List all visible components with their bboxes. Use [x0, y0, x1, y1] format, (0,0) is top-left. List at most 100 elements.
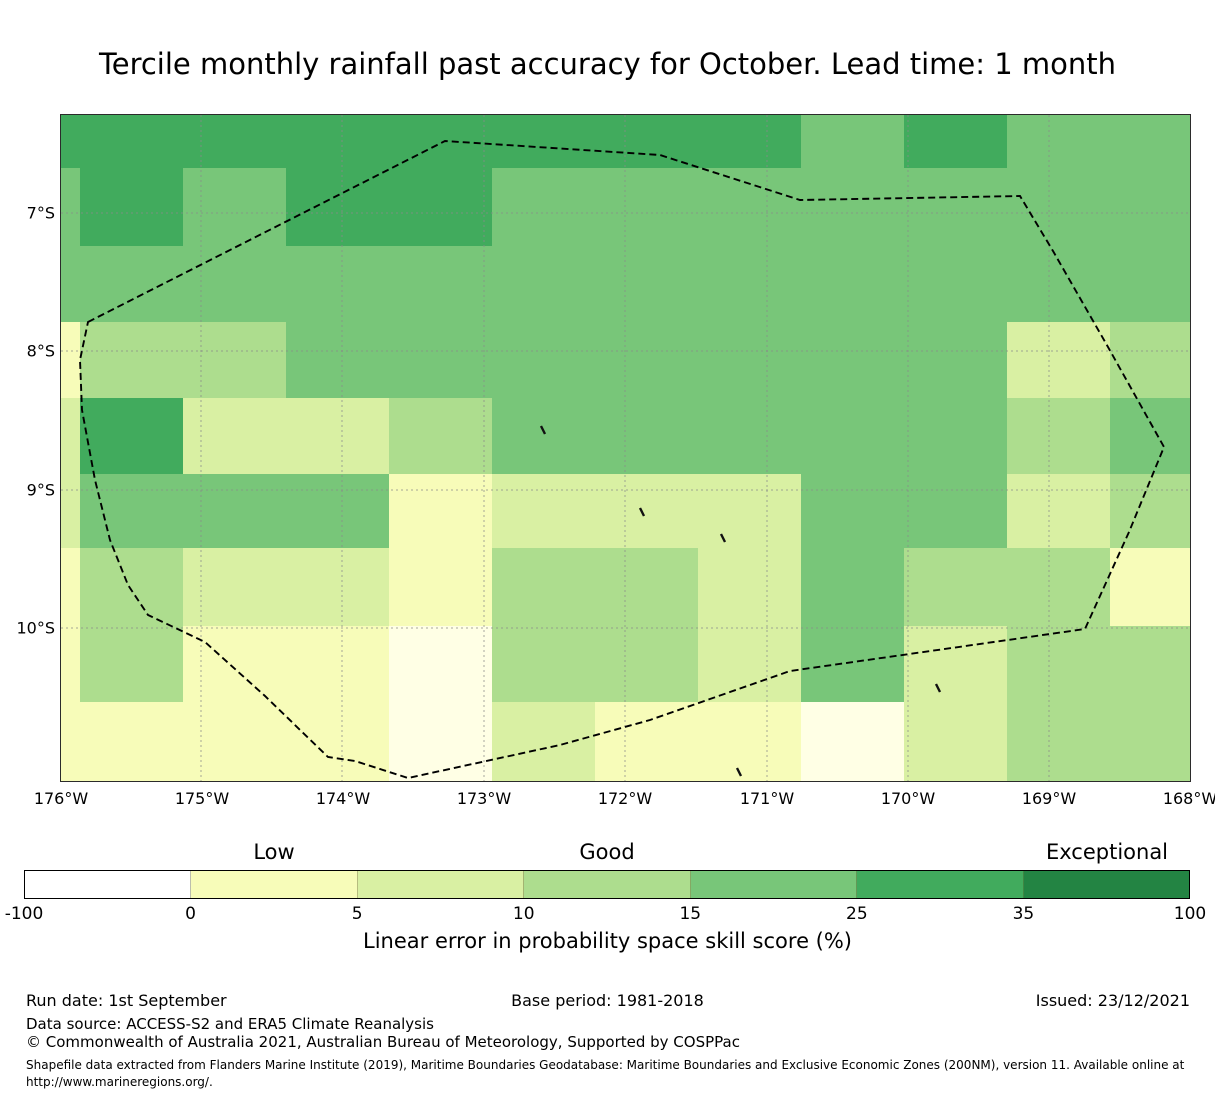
map-cell: [286, 115, 389, 168]
map-cell: [698, 322, 801, 398]
map-cell: [183, 474, 286, 548]
map-cell: [1110, 398, 1190, 474]
map-cell: [286, 246, 389, 322]
map-cell: [286, 168, 389, 246]
map-cell: [183, 322, 286, 398]
map-cell: [61, 626, 80, 702]
map-cell: [61, 115, 80, 168]
map-cell: [595, 168, 698, 246]
map-cell: [61, 702, 80, 781]
colorbar-tick-label: 5: [351, 904, 363, 924]
map-cell: [698, 398, 801, 474]
map-cell: [1007, 474, 1110, 548]
map-cell: [61, 548, 80, 626]
map-cell: [595, 702, 698, 781]
map-cell: [286, 398, 389, 474]
map-cell: [801, 548, 904, 626]
map-cell: [1007, 168, 1110, 246]
map-cell: [904, 474, 1007, 548]
island-mark: [934, 683, 942, 693]
map-cell: [1007, 626, 1110, 702]
x-tick-label: 168°W: [1162, 789, 1215, 808]
map-cell: [595, 626, 698, 702]
map-cell: [801, 168, 904, 246]
map-cell: [904, 322, 1007, 398]
map-cell: [801, 115, 904, 168]
island-mark: [735, 767, 743, 777]
map-cell: [183, 246, 286, 322]
map-cell: [1110, 322, 1190, 398]
map-cell: [183, 702, 286, 781]
map-cell: [1110, 168, 1190, 246]
map-cell: [595, 246, 698, 322]
footer-data-source: Data source: ACCESS-S2 and ERA5 Climate …: [26, 1015, 434, 1033]
map-cell: [80, 322, 183, 398]
map-cell: [492, 398, 595, 474]
map-cell: [904, 702, 1007, 781]
colorbar-category-label: Low: [253, 840, 295, 864]
y-tick-label: 10°S: [16, 618, 55, 638]
map-cell: [286, 474, 389, 548]
map-cell: [1007, 246, 1110, 322]
map-cell: [595, 548, 698, 626]
y-tick-label: 7°S: [26, 203, 55, 223]
map-cell: [389, 702, 492, 781]
map-cell: [80, 246, 183, 322]
colorbar-tick-label: -100: [4, 904, 44, 924]
colorbar-segment: [524, 871, 691, 898]
map-cell: [698, 548, 801, 626]
map-cell: [1110, 626, 1190, 702]
eez-boundary: [79, 140, 1166, 779]
map-cell: [801, 322, 904, 398]
map-cell: [1110, 702, 1190, 781]
footer-shapefile-note: Shapefile data extracted from Flanders M…: [26, 1058, 1185, 1072]
map-cell: [904, 246, 1007, 322]
footer-copyright: © Commonwealth of Australia 2021, Austra…: [26, 1033, 740, 1051]
colorbar-segment: [191, 871, 358, 898]
map-cell: [492, 246, 595, 322]
map-cell: [698, 246, 801, 322]
map-cell: [1110, 246, 1190, 322]
map-cell: [492, 626, 595, 702]
island-mark: [638, 507, 646, 517]
footer-run-date: Run date: 1st September: [26, 991, 227, 1010]
map-cell: [904, 548, 1007, 626]
map-cell: [492, 168, 595, 246]
map-cell: [1007, 115, 1110, 168]
map-cell: [698, 168, 801, 246]
map-cell: [801, 246, 904, 322]
colorbar-segment: [1023, 871, 1189, 898]
map-cell: [1007, 322, 1110, 398]
x-tick-label: 174°W: [315, 789, 371, 808]
map-cell: [389, 115, 492, 168]
chart-title: Tercile monthly rainfall past accuracy f…: [98, 47, 1117, 81]
map-cell: [61, 168, 80, 246]
colorbar-tick-label: 100: [1173, 904, 1207, 924]
map-overlay: [61, 115, 1190, 781]
map-cell: [80, 702, 183, 781]
map-cell: [389, 322, 492, 398]
colorbar-segment: [357, 871, 525, 898]
x-tick-label: 175°W: [174, 789, 230, 808]
colorbar-segment: [25, 871, 192, 898]
map-cell: [801, 474, 904, 548]
map-cell: [904, 168, 1007, 246]
x-tick-label: 173°W: [456, 789, 512, 808]
map-cell: [801, 398, 904, 474]
map-cell: [80, 626, 183, 702]
x-tick-label: 171°W: [739, 789, 795, 808]
map-cell: [183, 168, 286, 246]
x-tick-label: 170°W: [880, 789, 936, 808]
footer-issued: Issued: 23/12/2021: [1035, 991, 1190, 1010]
colorbar-caption: Linear error in probability space skill …: [363, 929, 852, 953]
map-cell: [595, 115, 698, 168]
map-cell: [595, 322, 698, 398]
map-cell: [183, 115, 286, 168]
map-cell: [80, 115, 183, 168]
island-mark: [539, 425, 547, 435]
map-cell: [1110, 474, 1190, 548]
footer-base-period: Base period: 1981-2018: [511, 991, 704, 1010]
map-cell: [904, 398, 1007, 474]
map-cell: [698, 115, 801, 168]
